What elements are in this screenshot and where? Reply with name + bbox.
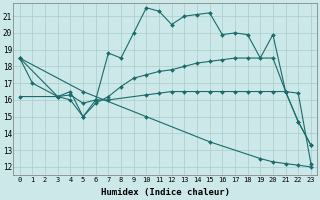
X-axis label: Humidex (Indice chaleur): Humidex (Indice chaleur) bbox=[101, 188, 230, 197]
